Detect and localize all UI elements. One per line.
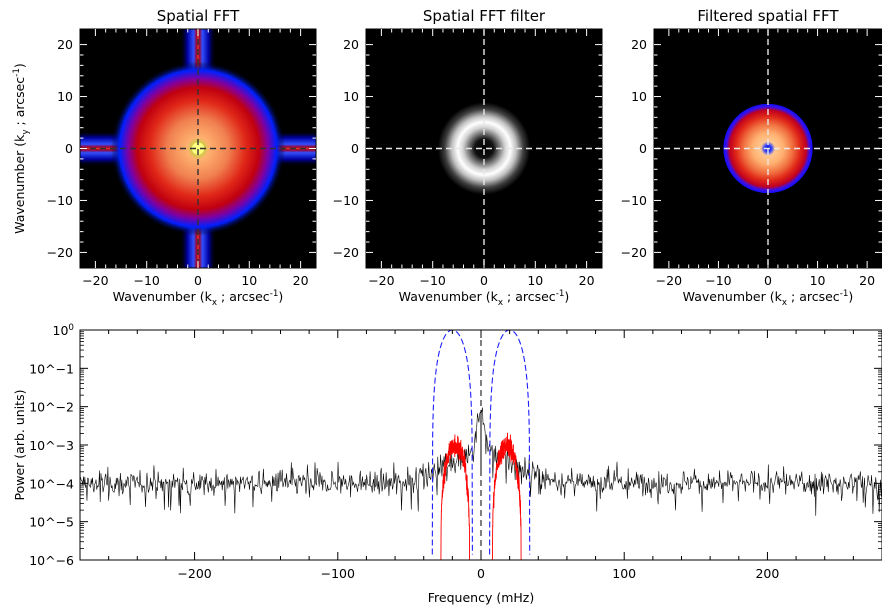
spectrum-x-axis-label: Frequency (mHz) bbox=[428, 590, 534, 605]
fft-panel-2: −20 −10 0 10 20 −20 −10 0 10 20 Spatial FFT filter… bbox=[333, 7, 603, 308]
x-tick-label: 0 bbox=[194, 273, 202, 288]
x-tick-label: −200 bbox=[177, 566, 211, 581]
x-tick-label: −20 bbox=[82, 273, 108, 288]
y-tick-label: 10 bbox=[57, 89, 73, 104]
panel-title: Spatial FFT filter bbox=[423, 7, 546, 25]
y-tick-label: 20 bbox=[631, 37, 647, 52]
tick-marks bbox=[654, 29, 882, 268]
y-tick-label: 0 bbox=[639, 141, 647, 156]
x-tick-label: 100 bbox=[612, 566, 636, 581]
spectrum-plot-area bbox=[80, 330, 882, 560]
x-tick-label: −100 bbox=[321, 566, 355, 581]
x-tick-label: −10 bbox=[134, 273, 160, 288]
x-tick-label: 20 bbox=[293, 273, 309, 288]
x-tick-label: 0 bbox=[477, 566, 485, 581]
x-axis-label: Wavenumber (kx ; arcsec-1) bbox=[399, 289, 570, 308]
y-tick-label: 10^−1 bbox=[29, 361, 74, 376]
spectrum-blue-filter-1 bbox=[431, 330, 473, 555]
y-tick-label: −20 bbox=[47, 245, 73, 260]
y-tick-label: −10 bbox=[333, 193, 359, 208]
panel-image bbox=[654, 29, 882, 268]
x-tick-label: −20 bbox=[656, 273, 682, 288]
y-tick-label: 10^−5 bbox=[29, 515, 74, 530]
y-tick-label: 10^−4 bbox=[29, 476, 74, 491]
spectrum-y-ticks bbox=[80, 329, 882, 561]
panel-image bbox=[366, 29, 602, 268]
x-tick-label: 0 bbox=[480, 273, 488, 288]
x-tick-label: −10 bbox=[705, 273, 731, 288]
x-axis-label: Wavenumber (kx ; arcsec-1) bbox=[113, 289, 284, 308]
fft-panel-3: −20 −10 0 10 20 −20 −10 0 10 20 Filtered spatial F… bbox=[621, 7, 882, 308]
y-axis-label: Wavenumber (ky ; arcsec-1) bbox=[12, 63, 31, 234]
y-tick-label: 10 bbox=[343, 89, 359, 104]
y-tick-label: 20 bbox=[343, 37, 359, 52]
power-core bbox=[191, 142, 205, 155]
y-tick-label: 0 bbox=[351, 141, 359, 156]
x-tick-label: 20 bbox=[579, 273, 595, 288]
y-tick-label: 10^−3 bbox=[29, 438, 74, 453]
filter-ring bbox=[437, 102, 531, 195]
x-tick-label: 200 bbox=[755, 566, 779, 581]
panel-title: Spatial FFT bbox=[157, 7, 240, 25]
spectrum-y-axis-label: Power (arb. units) bbox=[12, 390, 27, 501]
x-tick-label: −20 bbox=[368, 273, 394, 288]
spectrum-red-filtered bbox=[80, 432, 882, 560]
y-tick-label: 0 bbox=[65, 141, 73, 156]
y-tick-label: 10 bbox=[631, 89, 647, 104]
x-tick-label: 10 bbox=[810, 273, 826, 288]
y-tick-label: 100 bbox=[53, 323, 74, 338]
y-tick-label: −20 bbox=[333, 245, 359, 260]
y-tick-label: −10 bbox=[47, 193, 73, 208]
x-tick-label: 10 bbox=[527, 273, 543, 288]
y-tick-label: 20 bbox=[57, 37, 73, 52]
y-tick-label: 10^−2 bbox=[29, 400, 74, 415]
y-tick-label: −10 bbox=[621, 193, 647, 208]
spectrum-x-ticks bbox=[79, 330, 882, 560]
panel-image bbox=[80, 29, 316, 268]
panel-title: Filtered spatial FFT bbox=[697, 7, 839, 25]
x-tick-label: 0 bbox=[764, 273, 772, 288]
x-tick-label: 20 bbox=[859, 273, 875, 288]
x-tick-label: 10 bbox=[241, 273, 257, 288]
x-axis-label: Wavenumber (kx ; arcsec-1) bbox=[683, 289, 854, 308]
tick-marks bbox=[80, 29, 316, 268]
spectrum-blue-filter-2 bbox=[489, 330, 531, 555]
tick-marks bbox=[366, 29, 602, 268]
y-tick-label: −20 bbox=[621, 245, 647, 260]
fft-panel-1: −20 −10 0 10 20 −20 −10 0 10 20 Spatial FFT Wavenum… bbox=[12, 7, 317, 308]
y-tick-label: 10^−6 bbox=[29, 553, 74, 568]
x-tick-label: −10 bbox=[420, 273, 446, 288]
